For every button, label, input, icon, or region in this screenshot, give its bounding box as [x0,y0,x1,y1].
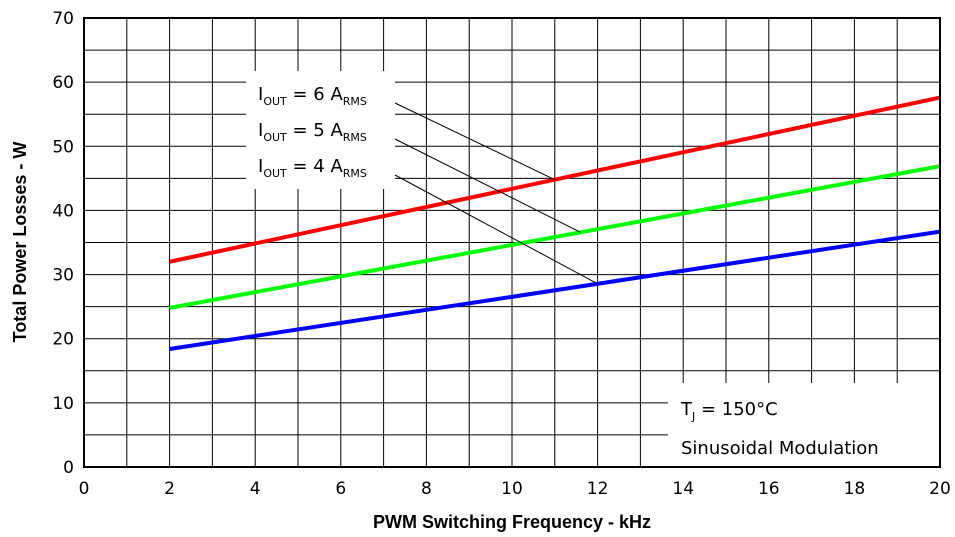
x-tick-label: 12 [587,479,609,499]
y-axis-title: Total Power Losses - W [10,142,30,343]
x-tick-label: 14 [672,479,694,499]
callout-lines [394,102,598,285]
svg-text:IOUT = 6 ARMS: IOUT = 6 ARMS [258,84,367,108]
junction-temperature-label: TJ = 150°C [680,399,778,423]
svg-text:IOUT = 5 ARMS: IOUT = 5 ARMS [258,120,367,144]
legend-label-4a: IOUT = 4 ARMS [258,156,367,180]
legend-label-6a: IOUT = 6 ARMS [258,84,367,108]
y-tick-label: 70 [52,9,74,29]
y-tick-label: 40 [52,201,74,221]
callout-line-2 [394,138,581,233]
x-tick-labels: 0 2 4 6 8 10 12 14 16 18 20 [79,479,951,499]
x-tick-label: 2 [164,479,175,499]
x-tick-label: 18 [844,479,866,499]
x-tick-label: 6 [335,479,346,499]
legend-label-box [246,71,395,189]
legend-label-5a: IOUT = 5 ARMS [258,120,367,144]
x-tick-label: 4 [250,479,261,499]
y-tick-label: 60 [52,73,74,93]
x-tick-label: 0 [79,479,90,499]
y-tick-labels: 0 10 20 30 40 50 60 70 [52,9,74,478]
callout-line-3 [394,174,598,285]
x-tick-label: 16 [758,479,780,499]
series-line-3 [169,229,941,351]
callout-line-1 [394,102,556,181]
x-tick-label: 8 [421,479,432,499]
y-tick-label: 20 [52,330,74,350]
modulation-label: Sinusoidal Modulation [681,438,879,459]
plot-frame [83,17,941,468]
y-tick-label: 30 [52,266,74,286]
conditions-box [668,383,940,467]
y-tick-label: 10 [52,394,74,414]
x-tick-label: 10 [501,479,523,499]
x-tick-label: 20 [929,479,951,499]
series-line-2 [169,164,941,310]
y-tick-label: 0 [63,458,74,478]
y-tick-label: 50 [52,137,74,157]
svg-text:IOUT = 4 ARMS: IOUT = 4 ARMS [258,156,367,180]
x-axis-title: PWM Switching Frequency - kHz [373,512,651,532]
